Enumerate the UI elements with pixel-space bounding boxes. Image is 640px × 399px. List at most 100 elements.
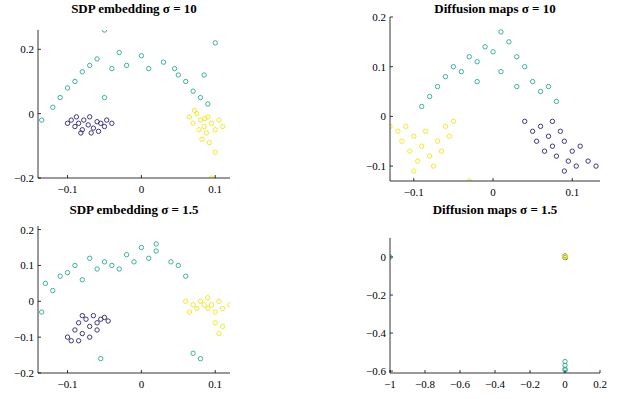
point bbox=[220, 306, 224, 310]
point bbox=[217, 118, 221, 122]
x-tick bbox=[572, 178, 573, 181]
point bbox=[191, 351, 195, 355]
y-tick-label: 0.1 bbox=[20, 259, 34, 271]
point bbox=[206, 306, 210, 310]
point bbox=[117, 267, 121, 271]
x-tick-label: −0.1 bbox=[58, 183, 78, 195]
point bbox=[408, 149, 412, 153]
point bbox=[507, 40, 511, 44]
point bbox=[84, 317, 88, 321]
point bbox=[91, 313, 95, 317]
point bbox=[96, 129, 100, 133]
point bbox=[139, 54, 143, 58]
point bbox=[467, 55, 471, 59]
point bbox=[563, 255, 567, 259]
point bbox=[87, 63, 91, 67]
points bbox=[390, 254, 568, 372]
y-tick bbox=[38, 229, 41, 230]
point bbox=[102, 260, 106, 264]
x-tick bbox=[141, 175, 142, 178]
point bbox=[563, 255, 567, 259]
x-tick-label: 0 bbox=[562, 378, 568, 390]
y-tick-label: 0 bbox=[381, 110, 387, 122]
x-axis bbox=[38, 178, 230, 179]
x-tick-label: −0.6 bbox=[450, 378, 470, 390]
x-tick bbox=[565, 370, 566, 373]
point bbox=[412, 169, 416, 173]
y-tick bbox=[390, 371, 393, 372]
points bbox=[390, 30, 598, 181]
point bbox=[73, 79, 77, 83]
y-tick-label: −0.6 bbox=[366, 365, 386, 377]
point bbox=[65, 270, 69, 274]
x-tick bbox=[530, 370, 531, 373]
point bbox=[91, 126, 95, 130]
point bbox=[69, 339, 73, 343]
x-tick-label: −0.8 bbox=[415, 378, 435, 390]
point bbox=[574, 164, 578, 168]
chart-title: Diffusion maps σ = 10 bbox=[434, 1, 555, 16]
point bbox=[154, 249, 158, 253]
y-tick bbox=[390, 333, 393, 334]
point bbox=[443, 124, 447, 128]
point bbox=[563, 254, 567, 258]
point bbox=[475, 79, 479, 83]
y-tick-label: 0 bbox=[29, 108, 35, 120]
point bbox=[202, 73, 206, 77]
y-tick-label: −0.2 bbox=[366, 289, 386, 301]
x-tick bbox=[215, 370, 216, 373]
x-tick bbox=[600, 370, 601, 373]
y-tick bbox=[38, 113, 41, 114]
point bbox=[87, 324, 91, 328]
chart-title: SDP embedding σ = 1.5 bbox=[70, 202, 199, 217]
point bbox=[73, 328, 77, 332]
point bbox=[106, 319, 110, 323]
point bbox=[404, 124, 408, 128]
y-tick bbox=[390, 116, 393, 117]
point bbox=[451, 119, 455, 123]
y-tick bbox=[38, 265, 41, 266]
x-tick-label: −0.4 bbox=[485, 378, 505, 390]
point bbox=[546, 134, 550, 138]
point bbox=[124, 252, 128, 256]
chart-title: SDP embedding σ = 10 bbox=[71, 1, 197, 16]
y-tick bbox=[38, 301, 41, 302]
panel: Diffusion maps σ = 1.5−1−0.8−0.6−0.4−0.2… bbox=[366, 202, 607, 390]
point bbox=[110, 121, 114, 125]
x-tick bbox=[215, 175, 216, 178]
point bbox=[515, 55, 519, 59]
point bbox=[578, 144, 582, 148]
point bbox=[213, 41, 217, 45]
point bbox=[73, 263, 77, 267]
x-tick bbox=[413, 178, 414, 181]
point bbox=[594, 164, 598, 168]
point bbox=[459, 69, 463, 73]
point bbox=[562, 169, 566, 173]
point bbox=[499, 69, 503, 73]
point bbox=[99, 356, 103, 360]
y-tick-label: 0.2 bbox=[372, 11, 386, 23]
y-tick-label: −0.2 bbox=[14, 367, 34, 379]
point bbox=[412, 134, 416, 138]
x-tick-label: 0 bbox=[490, 186, 496, 198]
point bbox=[515, 84, 519, 88]
point bbox=[213, 128, 217, 132]
y-tick-label: −0.2 bbox=[14, 172, 34, 184]
point bbox=[563, 254, 567, 258]
point bbox=[209, 303, 213, 307]
point bbox=[102, 30, 106, 32]
points bbox=[39, 242, 230, 361]
point bbox=[491, 50, 495, 54]
chart-title: Diffusion maps σ = 1.5 bbox=[433, 202, 558, 217]
point bbox=[566, 159, 570, 163]
y-axis bbox=[38, 226, 39, 373]
point bbox=[483, 45, 487, 49]
point bbox=[499, 30, 503, 34]
point bbox=[534, 139, 538, 143]
point bbox=[200, 137, 204, 141]
point bbox=[400, 139, 404, 143]
point bbox=[147, 256, 151, 260]
point bbox=[550, 144, 554, 148]
point bbox=[202, 124, 206, 128]
point bbox=[172, 66, 176, 70]
